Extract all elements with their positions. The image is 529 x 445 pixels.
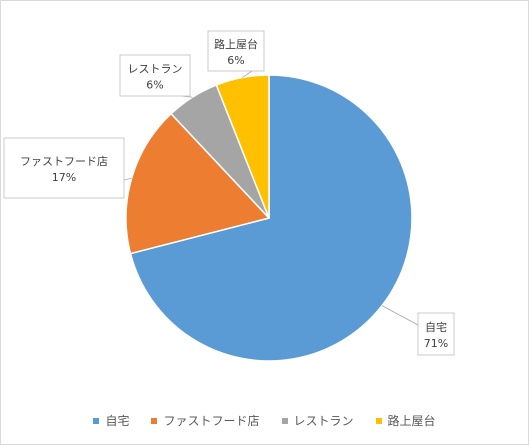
leader-line-fastfood: [123, 177, 132, 181]
pie-callouts: 自宅 71% ファストフード店 17% レストラン 6% 路上屋台 6%: [3, 30, 455, 356]
legend-swatch-street-stall: [375, 417, 382, 424]
data-label-category-restaurant: レストラン: [128, 63, 183, 76]
data-label-value-street-stall: 6%: [227, 54, 244, 67]
pie-slices: [125, 74, 413, 362]
legend-label-street-stall: 路上屋台: [387, 414, 436, 428]
legend-item-fastfood: ファストフード店: [151, 412, 260, 429]
callout-box-home: [417, 312, 455, 356]
legend-swatch-fastfood: [151, 417, 158, 424]
legend-label-restaurant: レストラン: [293, 414, 354, 428]
data-label-value-fastfood: 17%: [52, 171, 76, 184]
data-label-value-restaurant: 6%: [146, 79, 163, 92]
data-label-value-home: 71%: [424, 337, 448, 350]
pie-slice-street-stall: [215, 74, 270, 219]
legend-swatch-home: [93, 417, 100, 424]
legend-swatch-restaurant: [281, 417, 288, 424]
leader-line-home: [381, 305, 419, 326]
pie-slice-home: [129, 74, 413, 362]
callout-box-restaurant: [119, 54, 191, 97]
callout-box-fastfood: [3, 137, 125, 199]
legend-label-fastfood: ファストフード店: [163, 414, 260, 428]
legend: 自宅 ファストフード店 レストラン 路上屋台: [0, 412, 529, 429]
legend-item-street-stall: 路上屋台: [375, 412, 436, 429]
pie-slice-fastfood: [125, 112, 271, 255]
data-label-category-home: 自宅: [425, 320, 447, 334]
data-label-category-street-stall: 路上屋台: [214, 37, 258, 51]
data-label-category-fastfood: ファストフード店: [20, 154, 108, 168]
legend-label-home: 自宅: [105, 414, 130, 428]
callout-box-street-stall: [207, 30, 265, 72]
legend-item-home: 自宅: [93, 412, 129, 429]
legend-item-restaurant: レストラン: [281, 412, 354, 429]
